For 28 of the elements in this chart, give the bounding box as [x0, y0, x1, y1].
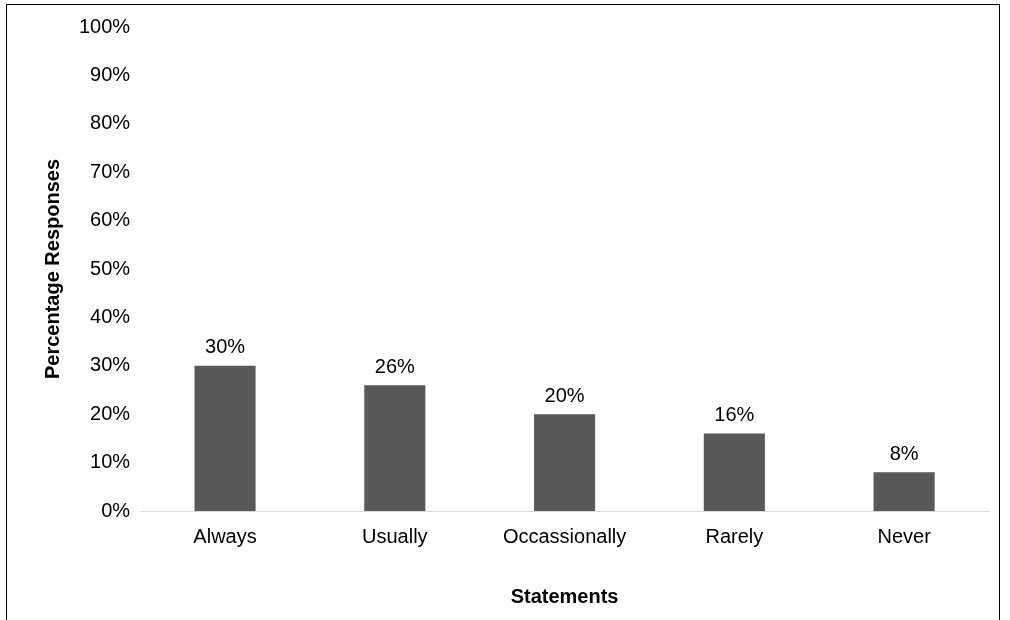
data-label: 30%	[205, 335, 246, 358]
data-label: 20%	[544, 383, 585, 406]
x-tick-label: Occassionally	[502, 524, 627, 547]
bar	[194, 365, 256, 511]
x-axis-title: Statements	[510, 584, 619, 607]
y-axis-title: Percentage Responses	[40, 158, 63, 380]
data-label: 26%	[374, 354, 416, 377]
data-label: 16%	[714, 403, 755, 426]
bar	[703, 433, 765, 511]
y-tick-label: 20%	[90, 401, 131, 424]
x-tick-label: Rarely	[705, 524, 764, 547]
y-tick-label: 30%	[90, 353, 131, 376]
y-tick-label: 80%	[90, 111, 131, 134]
y-tick-label: 10%	[90, 450, 131, 473]
y-tick-label: 90%	[90, 62, 131, 85]
y-tick-label: 50%	[90, 256, 131, 279]
bar	[534, 414, 596, 511]
y-tick-label: 100%	[79, 14, 131, 37]
y-tick-label: 70%	[90, 159, 131, 182]
y-tick-label: 40%	[90, 304, 131, 327]
x-tick-label: Never	[877, 524, 932, 547]
y-tick-label: 60%	[90, 208, 131, 231]
data-label: 8%	[889, 441, 919, 464]
y-tick-label: 0%	[101, 498, 131, 521]
x-tick-label: Usually	[362, 524, 428, 547]
bar	[873, 472, 935, 511]
bar	[364, 385, 426, 511]
x-tick-label: Always	[193, 524, 257, 547]
